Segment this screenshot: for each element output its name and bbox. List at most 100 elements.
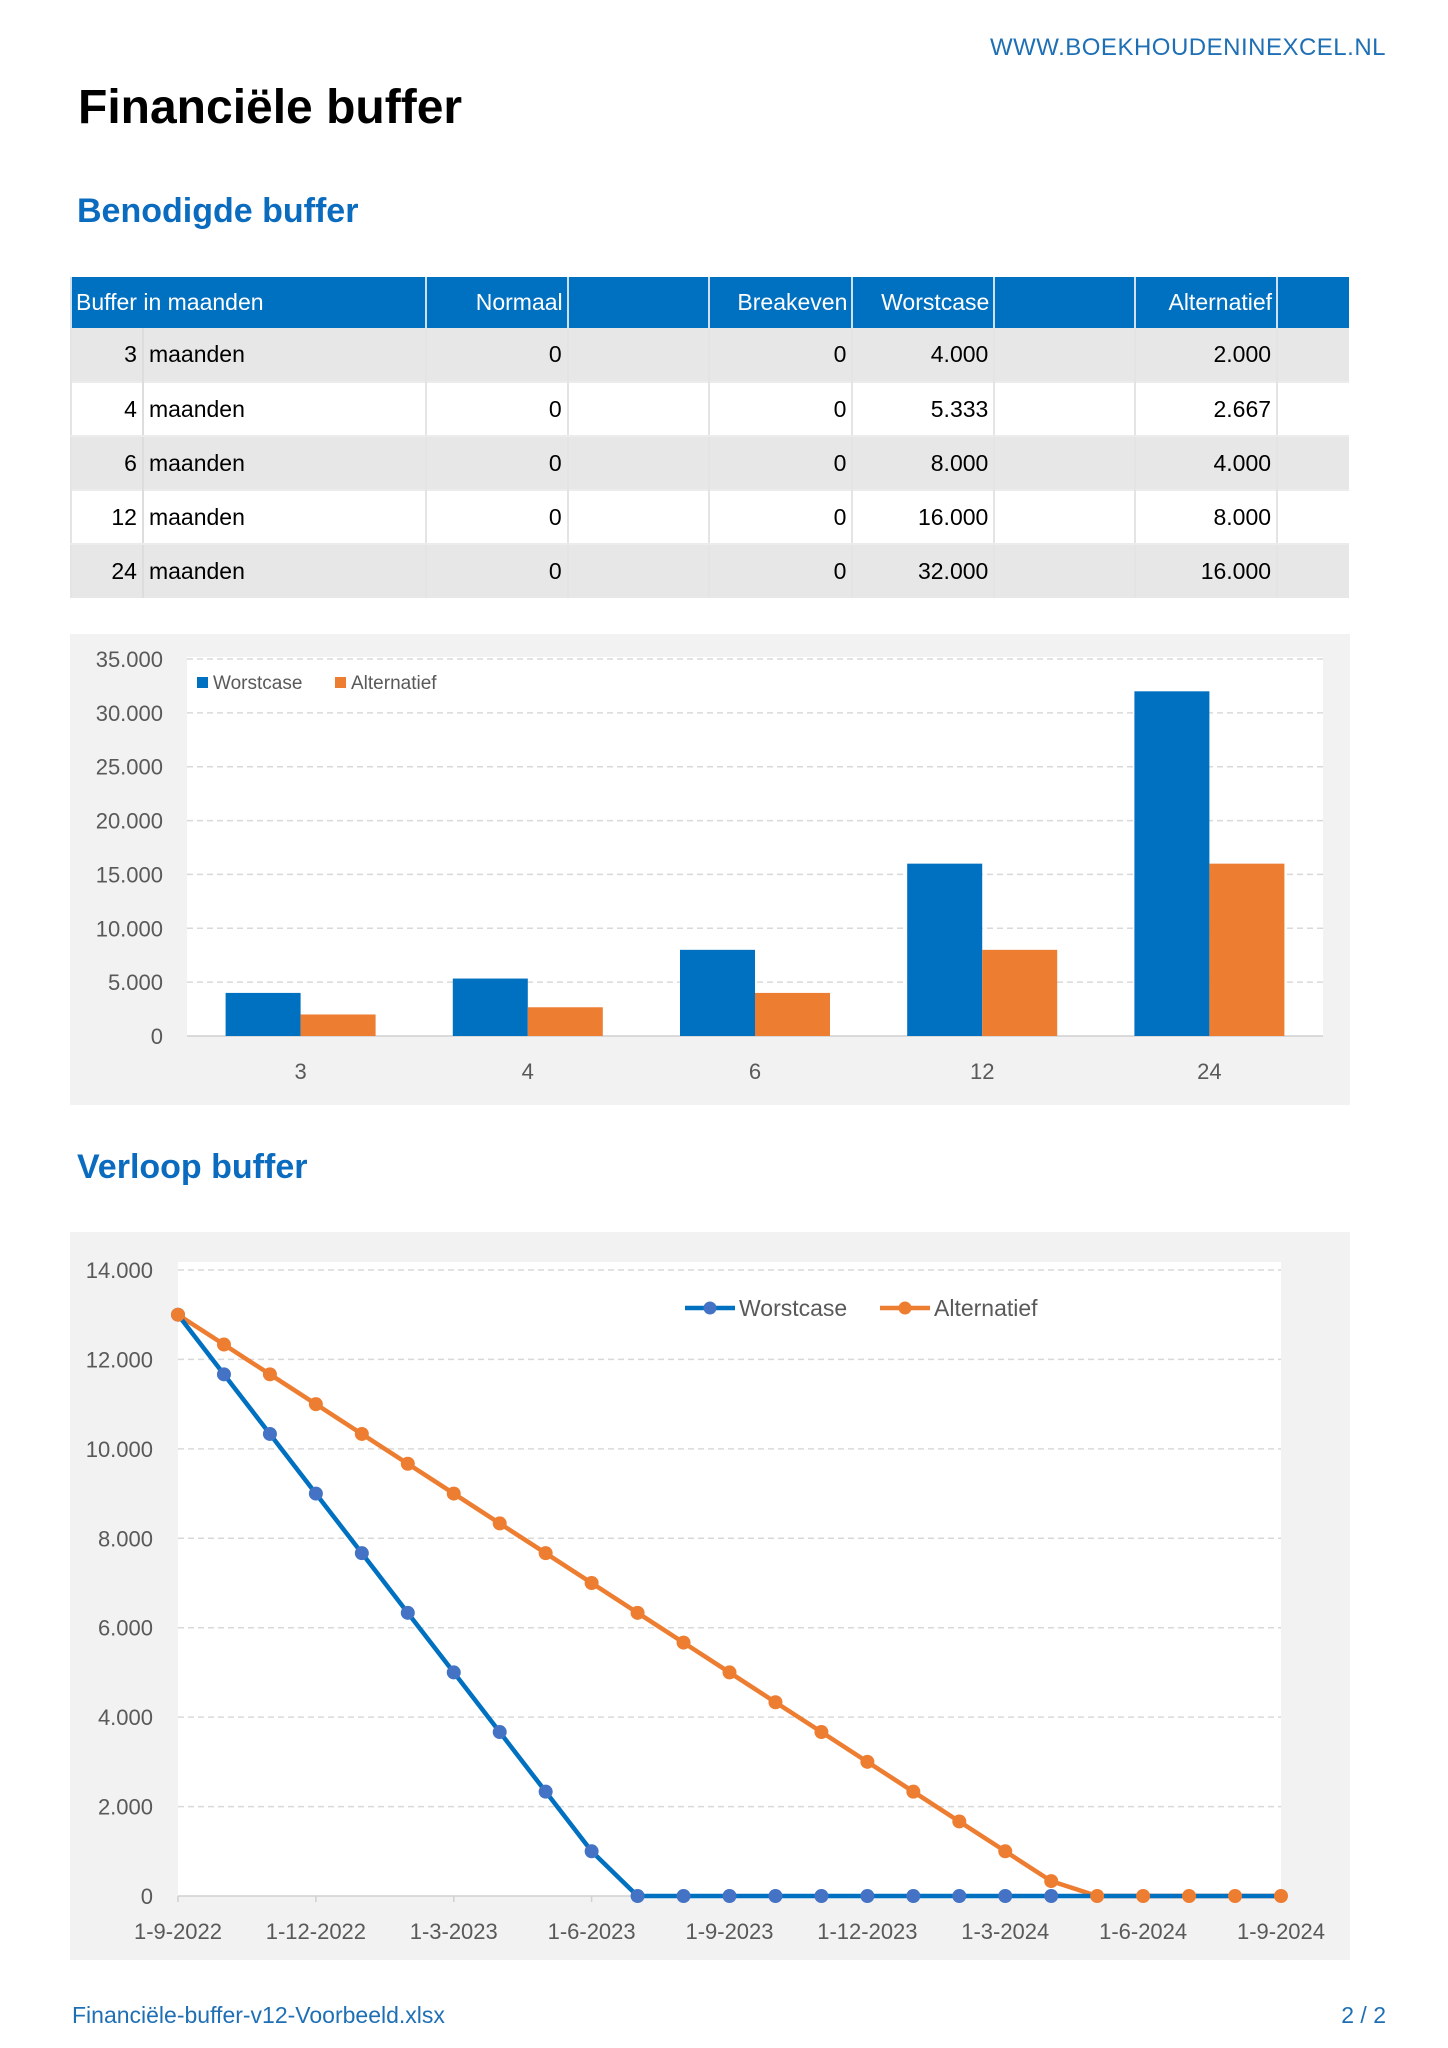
x-tick-label: 1-9-2023	[685, 1919, 773, 1944]
table-cell	[566, 436, 710, 490]
marker-worstcase	[538, 1784, 553, 1799]
table-cell: 0	[424, 544, 568, 598]
y-tick-label: 0	[151, 1024, 163, 1049]
table-cell: maanden	[141, 436, 426, 490]
marker-alternatief	[952, 1814, 967, 1829]
bar-alternatief	[982, 949, 1058, 1036]
y-tick-label: 35.000	[96, 647, 163, 672]
y-tick-label: 10.000	[86, 1437, 153, 1462]
table-cell: 6	[70, 436, 143, 490]
y-tick-label: 20.000	[96, 809, 163, 834]
section-heading-benodigde-buffer: Benodigde buffer	[77, 192, 359, 230]
marker-worstcase	[860, 1889, 875, 1903]
marker-alternatief	[538, 1546, 553, 1561]
x-tick-label: 1-3-2023	[410, 1919, 498, 1944]
table-cell: 4	[70, 381, 143, 437]
marker-alternatief	[446, 1486, 461, 1501]
marker-alternatief	[1136, 1889, 1151, 1903]
marker-alternatief	[998, 1844, 1013, 1859]
footer-filename: Financiële-buffer-v12-Voorbeeld.xlsx	[72, 2002, 445, 2028]
marker-worstcase	[216, 1367, 231, 1382]
table-cell: 4.000	[1134, 436, 1278, 490]
marker-worstcase	[722, 1889, 737, 1903]
table-cell: 0	[708, 436, 853, 490]
line-chart: 0 2.000 4.000 6.000 8.000 10.000 12.000 14.000 1…	[86, 1258, 1325, 1944]
table-cell: 0	[708, 489, 853, 545]
marker-alternatief	[308, 1397, 323, 1412]
x-tick-label: 1-3-2024	[961, 1919, 1049, 1944]
marker-alternatief	[1090, 1889, 1105, 1903]
table-cell: 0	[424, 436, 568, 490]
table-cell: 24	[70, 544, 143, 598]
plot-area	[178, 1262, 1281, 1896]
legend-swatch-worstcase	[197, 677, 208, 688]
column-header	[993, 277, 1136, 328]
marker-alternatief	[768, 1695, 783, 1710]
table-cell: 32.000	[851, 544, 995, 598]
table-row: 6 maanden 0 0 8.000 4.000	[70, 436, 1349, 490]
table-cell: 16.000	[1134, 544, 1278, 598]
marker-worstcase	[768, 1889, 783, 1903]
marker-worstcase	[630, 1889, 645, 1903]
table-cell: 0	[708, 544, 853, 598]
marker-worstcase	[308, 1486, 323, 1501]
table-row: 12 maanden 0 0 16.000 8.000	[70, 489, 1349, 545]
column-header: Worstcase	[851, 277, 995, 328]
table-cell	[1276, 489, 1349, 545]
x-tick-label: 12	[970, 1059, 994, 1084]
marker-alternatief	[860, 1754, 875, 1769]
y-tick-label: 15.000	[96, 862, 163, 887]
y-tick-label: 30.000	[96, 701, 163, 726]
marker-alternatief	[814, 1725, 829, 1740]
marker-alternatief	[354, 1426, 369, 1441]
line-chart-panel: 0 2.000 4.000 6.000 8.000 10.000 12.000 14.000 1…	[70, 1232, 1350, 1960]
column-header: Normaal	[424, 277, 568, 328]
table-cell	[1276, 381, 1349, 437]
bar-worstcase	[225, 992, 301, 1036]
marker-worstcase	[998, 1889, 1013, 1903]
table-cell	[566, 489, 710, 545]
table-cell: 16.000	[851, 489, 995, 545]
marker-alternatief	[1044, 1874, 1059, 1889]
x-tick-label: 1-9-2024	[1237, 1919, 1325, 1944]
y-tick-label: 4.000	[98, 1705, 153, 1730]
table-cell	[566, 544, 710, 598]
table-cell	[993, 328, 1136, 382]
marker-alternatief	[400, 1456, 415, 1471]
y-tick-label: 10.000	[96, 916, 163, 941]
table-cell	[1276, 328, 1349, 382]
website-link[interactable]: WWW.BOEKHOUDENINEXCEL.NL	[989, 34, 1386, 61]
marker-alternatief	[722, 1665, 737, 1680]
table-cell: 0	[708, 328, 853, 382]
x-tick-label: 1-12-2023	[817, 1919, 917, 1944]
table-cell: maanden	[141, 381, 426, 437]
footer-page-number: 2 / 2	[1341, 2002, 1386, 2028]
marker-worstcase	[262, 1426, 277, 1441]
legend-marker	[898, 1301, 912, 1315]
y-tick-label: 14.000	[86, 1258, 153, 1283]
table-cell: maanden	[141, 489, 426, 545]
marker-worstcase	[1044, 1889, 1059, 1903]
marker-alternatief	[1228, 1889, 1243, 1903]
legend-marker	[703, 1301, 717, 1315]
marker-worstcase	[400, 1605, 415, 1620]
marker-worstcase	[584, 1844, 599, 1859]
table-row: 4 maanden 0 0 5.333 2.667	[70, 381, 1349, 437]
marker-alternatief	[171, 1307, 185, 1322]
bar-chart-panel: 0 5.000 10.000 15.000 20.000 25.000 30.000 35.0…	[70, 634, 1350, 1105]
x-tick-label: 1-6-2024	[1099, 1919, 1187, 1944]
table-cell: 3	[70, 328, 143, 382]
x-tick-label: 1-9-2022	[134, 1919, 222, 1944]
column-header	[566, 277, 710, 328]
x-tick-label: 3	[294, 1059, 306, 1084]
bar-alternatief	[1209, 863, 1285, 1036]
table-row: 3 maanden 0 0 4.000 2.000	[70, 328, 1349, 382]
table-cell: 2.000	[1134, 328, 1278, 382]
table-cell	[1276, 544, 1349, 598]
y-tick-label: 25.000	[96, 755, 163, 780]
table-cell: 5.333	[851, 381, 995, 437]
bar-alternatief	[755, 992, 830, 1036]
section-heading-verloop-buffer: Verloop buffer	[77, 1148, 308, 1186]
bar-worstcase	[680, 949, 755, 1036]
x-tick-label: 1-6-2023	[548, 1919, 636, 1944]
